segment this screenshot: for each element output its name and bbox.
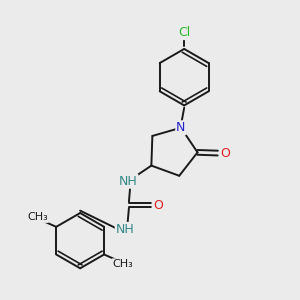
Text: NH: NH [118, 175, 137, 188]
Text: CH₃: CH₃ [27, 212, 48, 222]
Text: NH: NH [116, 223, 134, 236]
Text: O: O [153, 199, 163, 212]
Text: Cl: Cl [178, 26, 190, 39]
Text: N: N [176, 121, 186, 134]
Text: O: O [220, 147, 230, 160]
Text: CH₃: CH₃ [112, 259, 133, 269]
